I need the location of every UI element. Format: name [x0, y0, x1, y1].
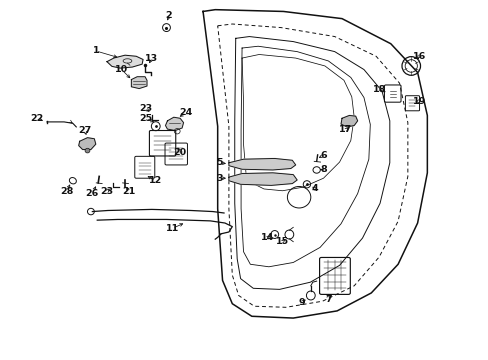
Text: 5: 5 — [216, 158, 222, 167]
Text: 2: 2 — [165, 11, 172, 20]
Polygon shape — [165, 117, 183, 131]
Text: 11: 11 — [165, 224, 179, 233]
Text: 26: 26 — [85, 189, 99, 198]
Text: 16: 16 — [411, 52, 425, 61]
Text: 12: 12 — [149, 176, 162, 185]
Text: 21: 21 — [122, 187, 135, 196]
Polygon shape — [340, 116, 357, 127]
Text: 19: 19 — [411, 96, 425, 105]
Text: 8: 8 — [320, 166, 326, 175]
Text: 14: 14 — [261, 233, 274, 242]
Text: 18: 18 — [373, 85, 386, 94]
Ellipse shape — [85, 148, 90, 153]
Text: 25: 25 — [139, 114, 152, 123]
Text: 9: 9 — [298, 298, 305, 307]
Text: 15: 15 — [275, 237, 288, 246]
Polygon shape — [107, 55, 143, 68]
Text: 23: 23 — [139, 104, 152, 113]
Text: 17: 17 — [339, 125, 352, 134]
Text: 24: 24 — [179, 108, 192, 117]
Text: 28: 28 — [60, 187, 73, 196]
Polygon shape — [228, 158, 295, 170]
Text: 23: 23 — [100, 187, 113, 196]
Text: 7: 7 — [325, 294, 331, 303]
Text: 20: 20 — [173, 148, 186, 157]
Polygon shape — [131, 77, 147, 89]
Text: 1: 1 — [92, 46, 99, 55]
Text: 13: 13 — [145, 54, 158, 63]
Text: 27: 27 — [78, 126, 91, 135]
Text: 6: 6 — [320, 151, 326, 160]
Text: 22: 22 — [31, 114, 44, 123]
Text: 4: 4 — [311, 184, 318, 193]
Polygon shape — [228, 173, 297, 185]
Polygon shape — [79, 138, 96, 149]
Text: 3: 3 — [216, 174, 222, 183]
Text: 10: 10 — [115, 65, 128, 74]
